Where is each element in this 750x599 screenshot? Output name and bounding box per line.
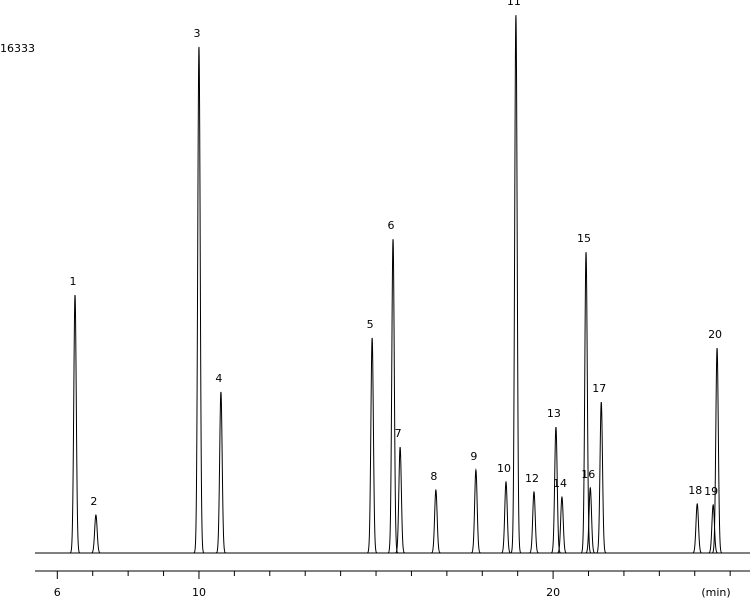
peak-label: 15 [577, 232, 591, 245]
peak [585, 486, 596, 554]
peak [580, 252, 592, 554]
peak-label: 13 [547, 407, 561, 420]
peak [193, 46, 205, 554]
peak [528, 490, 539, 554]
peak [90, 514, 101, 554]
y-tick-label: 16333 [0, 42, 35, 55]
peak-label: 4 [215, 372, 222, 385]
peak [500, 480, 512, 554]
peak [556, 495, 567, 554]
peak [215, 391, 227, 554]
x-tick-label: 20 [546, 586, 560, 599]
peak-label: 9 [470, 450, 477, 463]
peak-label: 16 [581, 468, 595, 481]
peak [69, 294, 81, 554]
peak-label: 8 [430, 470, 437, 483]
peak [708, 503, 719, 554]
peak-label: 19 [704, 485, 718, 498]
peak [692, 502, 703, 554]
peak-label: 6 [388, 219, 395, 232]
peak-label: 17 [592, 382, 606, 395]
peak [470, 468, 481, 554]
peak-label: 5 [367, 318, 374, 331]
peak-label: 1 [70, 275, 77, 288]
peak-label: 10 [497, 462, 511, 475]
peak-label: 3 [193, 27, 200, 40]
peak-label: 14 [553, 477, 567, 490]
peak-label: 2 [90, 495, 97, 508]
peak [430, 488, 441, 554]
peak-label: 12 [525, 472, 539, 485]
peak [711, 348, 723, 554]
peak-label: 18 [688, 484, 702, 497]
peak [510, 15, 522, 554]
x-axis-label: (min) [701, 586, 730, 599]
x-tick-label: 10 [192, 586, 206, 599]
peak-label: 7 [395, 427, 402, 440]
x-tick-label: 6 [54, 586, 61, 599]
peak-label: 20 [708, 328, 722, 341]
peak-label: 11 [507, 0, 521, 8]
peak [367, 337, 378, 554]
peak [596, 402, 607, 554]
peak [387, 239, 399, 554]
peak [395, 447, 406, 554]
